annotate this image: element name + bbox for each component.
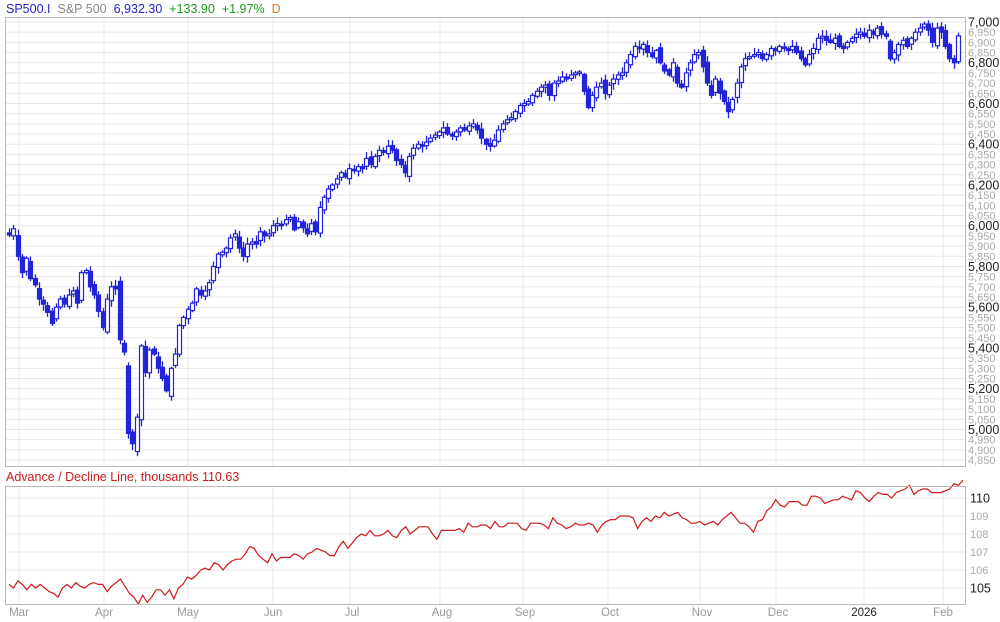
ad-y-axis: 109 108 107 106 110 105 bbox=[970, 492, 991, 596]
svg-text:6,550: 6,550 bbox=[968, 109, 996, 121]
symbol[interactable]: SP500.I bbox=[6, 2, 51, 16]
ad-line bbox=[8, 479, 964, 606]
svg-text:107: 107 bbox=[970, 547, 988, 559]
svg-text:5,050: 5,050 bbox=[968, 414, 996, 426]
svg-text:5,800: 5,800 bbox=[968, 260, 999, 274]
svg-text:6,650: 6,650 bbox=[968, 88, 996, 100]
svg-text:6,950: 6,950 bbox=[968, 27, 996, 39]
svg-text:5,850: 5,850 bbox=[968, 251, 996, 263]
svg-text:5,250: 5,250 bbox=[968, 374, 996, 386]
svg-text:5,750: 5,750 bbox=[968, 272, 996, 284]
svg-text:6,850: 6,850 bbox=[968, 48, 996, 60]
svg-text:6,000: 6,000 bbox=[968, 219, 999, 233]
svg-text:6,100: 6,100 bbox=[968, 200, 996, 212]
svg-text:6,500: 6,500 bbox=[968, 119, 996, 131]
svg-text:110: 110 bbox=[970, 492, 990, 506]
svg-text:5,200: 5,200 bbox=[968, 382, 999, 396]
svg-text:6,400: 6,400 bbox=[968, 138, 999, 152]
panel-frames bbox=[5, 17, 966, 605]
svg-text:Dec: Dec bbox=[768, 607, 789, 619]
svg-text:108: 108 bbox=[970, 529, 988, 541]
instrument-name: S&P 500 bbox=[57, 2, 107, 16]
svg-text:109: 109 bbox=[970, 511, 988, 523]
svg-text:2026: 2026 bbox=[851, 607, 877, 619]
ad-grid bbox=[5, 486, 965, 604]
date-x-axis: Mar Apr May Jun Jul Aug Sep Oct Nov Dec 2026 Feb bbox=[9, 607, 953, 619]
svg-text:Nov: Nov bbox=[692, 607, 713, 619]
svg-text:5,900: 5,900 bbox=[968, 241, 996, 253]
price-change-percent: +1.97% bbox=[221, 2, 265, 16]
svg-text:6,900: 6,900 bbox=[968, 37, 996, 49]
svg-text:6,700: 6,700 bbox=[968, 78, 996, 90]
svg-text:5,450: 5,450 bbox=[968, 333, 996, 345]
svg-text:5,100: 5,100 bbox=[968, 404, 996, 416]
svg-text:105: 105 bbox=[970, 582, 991, 596]
last-price: 6,932.30 bbox=[113, 2, 163, 16]
svg-text:Sep: Sep bbox=[515, 607, 535, 619]
price-change: +133.90 bbox=[169, 2, 215, 16]
svg-text:5,400: 5,400 bbox=[968, 341, 999, 355]
svg-text:5,650: 5,650 bbox=[968, 292, 996, 304]
svg-text:Apr: Apr bbox=[95, 607, 113, 619]
svg-text:5,300: 5,300 bbox=[968, 363, 996, 375]
svg-text:5,500: 5,500 bbox=[968, 323, 996, 335]
price-candles bbox=[6, 20, 962, 457]
svg-text:6,200: 6,200 bbox=[968, 178, 999, 192]
svg-text:6,300: 6,300 bbox=[968, 160, 996, 172]
svg-text:4,850: 4,850 bbox=[968, 455, 996, 467]
svg-text:Feb: Feb bbox=[933, 607, 953, 619]
svg-text:6,150: 6,150 bbox=[968, 190, 996, 202]
svg-text:106: 106 bbox=[970, 565, 988, 577]
svg-text:5,150: 5,150 bbox=[968, 394, 996, 406]
svg-text:6,250: 6,250 bbox=[968, 170, 996, 182]
quote-header: SP500.I S&P 500 6,932.30 +133.90 +1.97% D bbox=[6, 2, 288, 16]
svg-text:5,000: 5,000 bbox=[968, 423, 999, 437]
svg-text:Jun: Jun bbox=[264, 607, 283, 619]
price-grid bbox=[5, 17, 965, 466]
svg-text:Jul: Jul bbox=[345, 607, 360, 619]
svg-text:Mar: Mar bbox=[9, 607, 29, 619]
svg-text:7,000: 7,000 bbox=[968, 16, 999, 30]
svg-text:5,600: 5,600 bbox=[968, 301, 999, 315]
svg-text:6,450: 6,450 bbox=[968, 129, 996, 141]
svg-text:6,050: 6,050 bbox=[968, 211, 996, 223]
svg-text:6,600: 6,600 bbox=[968, 97, 999, 111]
svg-text:Oct: Oct bbox=[601, 607, 620, 619]
svg-text:Aug: Aug bbox=[432, 607, 452, 619]
ad-line-title: Advance / Decline Line, thousands 110.63 bbox=[6, 470, 240, 484]
svg-text:6,800: 6,800 bbox=[968, 56, 999, 70]
svg-text:5,550: 5,550 bbox=[968, 312, 996, 324]
svg-text:6,350: 6,350 bbox=[968, 149, 996, 161]
period-selector[interactable]: D bbox=[271, 2, 281, 16]
svg-text:5,700: 5,700 bbox=[968, 282, 996, 294]
svg-text:6,750: 6,750 bbox=[968, 68, 996, 80]
svg-text:4,900: 4,900 bbox=[968, 445, 996, 457]
svg-text:5,350: 5,350 bbox=[968, 353, 996, 365]
svg-text:May: May bbox=[177, 607, 199, 619]
svg-text:4,950: 4,950 bbox=[968, 435, 996, 447]
svg-text:5,950: 5,950 bbox=[968, 231, 996, 243]
